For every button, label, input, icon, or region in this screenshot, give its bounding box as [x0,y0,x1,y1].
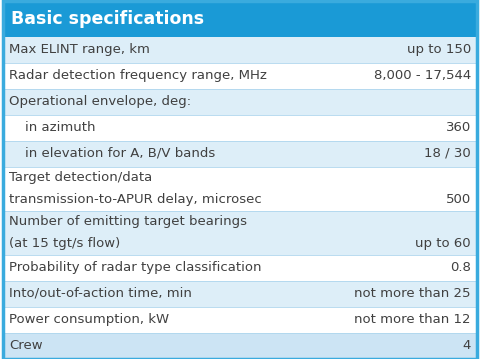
Text: Probability of radar type classification: Probability of radar type classification [9,261,262,274]
Text: up to 60: up to 60 [415,237,471,250]
Bar [3,307,477,332]
Bar [3,332,477,359]
Text: up to 150: up to 150 [407,43,471,56]
Text: not more than 25: not more than 25 [355,287,471,300]
Text: 8,000 - 17,544: 8,000 - 17,544 [374,69,471,82]
Text: Basic specifications: Basic specifications [11,9,204,28]
Bar [3,115,477,140]
Text: 360: 360 [446,121,471,134]
Text: Operational envelope, deg:: Operational envelope, deg: [9,95,191,108]
Bar [3,210,477,255]
Text: Max ELINT range, km: Max ELINT range, km [9,43,150,56]
Text: Radar detection frequency range, MHz: Radar detection frequency range, MHz [9,69,267,82]
Text: (at 15 tgt/s flow): (at 15 tgt/s flow) [9,237,120,250]
Text: Number of emitting target bearings: Number of emitting target bearings [9,215,247,228]
Text: 500: 500 [446,193,471,206]
Bar [3,62,477,89]
Text: not more than 12: not more than 12 [355,313,471,326]
Text: in azimuth: in azimuth [25,121,96,134]
Bar [3,255,477,280]
Text: Into/out-of-action time, min: Into/out-of-action time, min [9,287,192,300]
Text: in elevation for A, B/V bands: in elevation for A, B/V bands [25,147,215,160]
Text: Power consumption, kW: Power consumption, kW [9,313,169,326]
Text: transmission-to-APUR delay, microsec: transmission-to-APUR delay, microsec [9,193,262,206]
Text: Target detection/data: Target detection/data [9,171,152,184]
Bar [3,280,477,307]
Bar [3,140,477,167]
Text: 4: 4 [463,339,471,352]
Bar [3,37,477,62]
Bar [3,0,477,37]
Text: Crew: Crew [9,339,43,352]
Bar [3,89,477,115]
Text: 0.8: 0.8 [450,261,471,274]
Text: 18 / 30: 18 / 30 [424,147,471,160]
Bar [3,167,477,210]
